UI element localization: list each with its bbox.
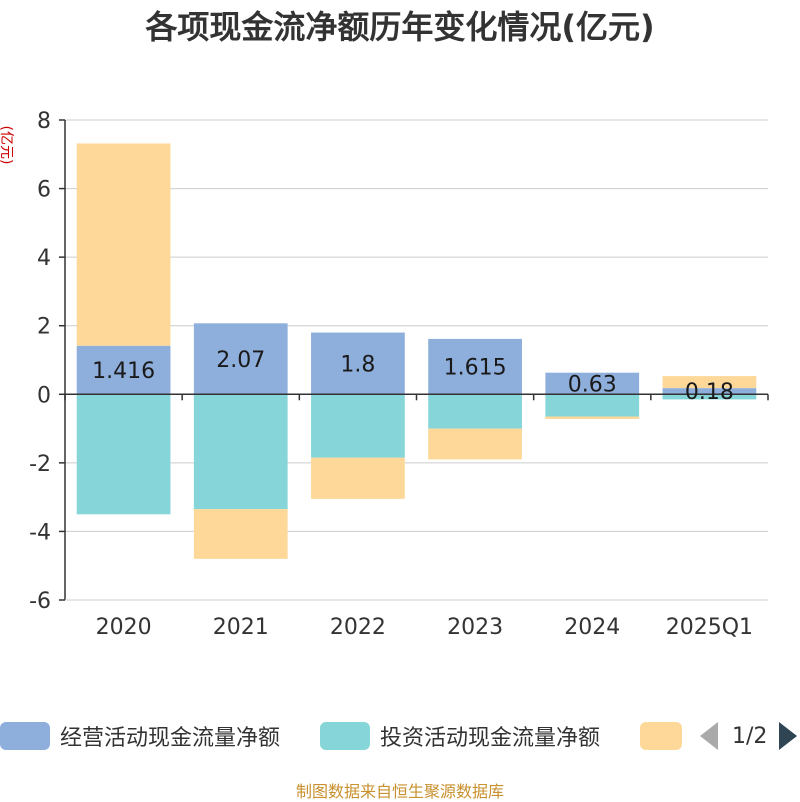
bar-series1-2021[interactable] [193,394,288,510]
x-tick-label: 2021 [213,615,269,640]
data-label: 1.8 [340,352,375,377]
legend-page-indicator: 1/2 [732,723,768,749]
legend: 经营活动现金流量净额 投资活动现金流量净额 [0,716,800,756]
bar-series2-2023[interactable] [428,428,522,460]
legend-item-third[interactable] [640,716,682,756]
x-tick-label: 2025Q1 [666,615,753,640]
y-tick-label: -6 [29,589,51,614]
y-tick-label: -4 [29,520,51,545]
x-tick-label: 2020 [96,615,152,640]
bar-series1-2025Q1[interactable] [662,394,757,400]
legend-swatch-investing [320,722,370,750]
legend-label-investing: 投资活动现金流量净额 [380,726,601,751]
bar-series2-2024[interactable] [545,416,640,419]
bar-series1-2024[interactable] [545,394,640,417]
bar-series1-2022[interactable] [311,394,405,458]
legend-pager: 1/2 [700,716,798,756]
data-label: 1.416 [92,359,155,384]
y-tick-label: 8 [37,109,51,134]
data-label: 1.615 [444,356,507,381]
legend-next-page-icon[interactable] [779,722,798,750]
bar-series0-2020[interactable] [76,345,171,395]
data-source-note: 制图数据来自恒生聚源数据库 [295,782,504,801]
legend-swatch-operating [0,722,50,750]
bar-series0-2021[interactable] [193,323,288,395]
legend-swatch-third [640,722,682,750]
bar-series1-2020[interactable] [76,394,171,515]
bar-series0-2024[interactable] [545,372,640,395]
bar-series2-2021[interactable] [193,509,288,559]
x-tick-label: 2024 [564,615,620,640]
y-tick-label: 6 [37,178,51,203]
legend-item-operating[interactable]: 经营活动现金流量净额 [0,716,280,756]
legend-prev-page-icon[interactable] [700,722,718,750]
y-axis-label: (亿元) [0,126,14,165]
bar-series0-2023[interactable] [428,338,522,395]
data-label: 2.07 [216,348,265,373]
legend-item-investing[interactable]: 投资活动现金流量净额 [320,716,600,756]
bar-series2-2025Q1[interactable] [662,376,757,389]
data-label: 0.63 [568,372,617,397]
y-tick-label: 4 [37,246,51,271]
data-label: 0.18 [685,380,734,405]
bar-series1-2023[interactable] [428,394,522,429]
x-tick-label: 2022 [330,615,386,640]
y-tick-label: 0 [37,383,51,408]
bar-series0-2025Q1[interactable] [662,388,757,395]
bar-series2-2020[interactable] [76,143,171,346]
x-tick-label: 2023 [447,615,503,640]
chart-title: 各项现金流净额历年变化情况(亿元) [145,8,654,46]
bar-series2-2022[interactable] [311,457,405,499]
y-tick-label: 2 [37,315,51,340]
legend-label-operating: 经营活动现金流量净额 [60,726,281,751]
y-tick-label: -2 [29,452,51,477]
bar-series0-2022[interactable] [311,332,405,395]
